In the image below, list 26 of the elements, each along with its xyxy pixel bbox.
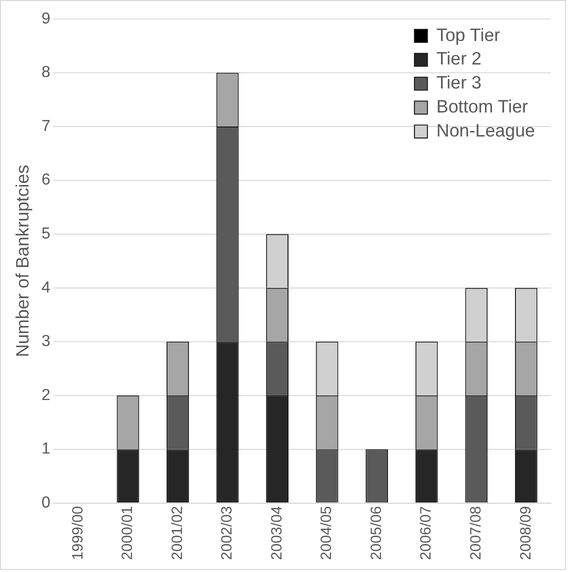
y-tick-label: 9 [41,10,50,28]
x-tick-label: 2000/01 [119,506,136,560]
legend-label: Top Tier [436,24,500,45]
legend-label: Non-League [436,120,536,140]
x-tick-label: 1999/00 [69,506,86,560]
y-tick-label: 4 [41,279,50,296]
y-tick-label: 3 [41,333,50,350]
y-tick-label: 5 [41,225,50,242]
y-tick-label: 1 [41,440,50,458]
x-tick-label: 2006/07 [418,506,435,560]
legend-label: Bottom Tier [436,96,528,117]
x-tick-label: 2007/08 [468,506,485,560]
x-tick-label: 2002/03 [218,506,236,560]
y-tick-label: 0 [41,494,50,512]
y-tick-label: 2 [41,386,50,404]
y-tick-label: 6 [41,172,50,189]
x-tick-label: 2001/02 [168,506,186,560]
x-tick-label: 2008/09 [517,506,534,560]
x-tick-label: 2003/04 [268,506,286,560]
x-tick-label: 2004/05 [318,506,336,560]
y-tick-label: 8 [41,64,50,82]
legend-label: Tier 3 [436,72,482,93]
y-axis-title: Number of Bankruptcies [12,164,33,358]
legend-label: Tier 2 [436,48,482,69]
y-tick-label: 7 [41,118,50,135]
x-tick-label: 2005/06 [368,506,385,560]
